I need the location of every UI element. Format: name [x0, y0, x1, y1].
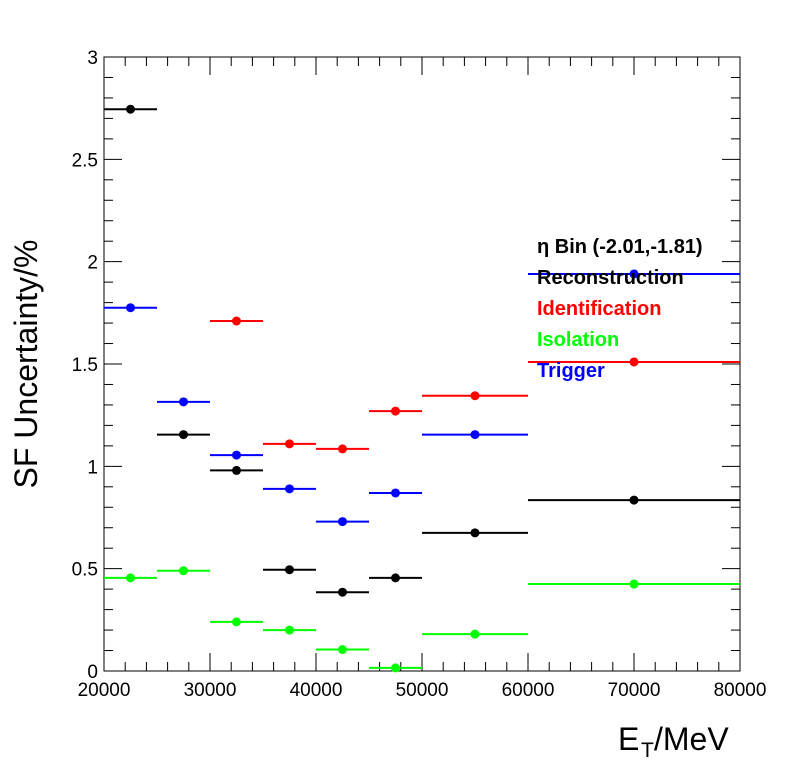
isolation-point	[232, 617, 241, 627]
y-tick-label: 2.5	[72, 150, 98, 171]
y-tick-label: 0	[87, 662, 98, 683]
x-tick-label: 80000	[714, 680, 767, 701]
identification-point	[391, 406, 400, 416]
y-tick-label: 2	[87, 253, 98, 274]
legend-entry-reconstruction: Reconstruction	[537, 267, 684, 289]
x-tick-label: 40000	[290, 680, 343, 701]
identification-point	[232, 316, 241, 326]
x-axis-title-main: E	[618, 721, 639, 757]
x-axis-title: E T /MeV	[618, 721, 729, 762]
identification-point	[338, 444, 347, 454]
trigger-point	[338, 517, 347, 527]
isolation-point	[629, 579, 639, 589]
reconstruction-point	[470, 528, 480, 538]
legend-entry-trigger: Trigger	[537, 360, 605, 382]
reconstruction-point	[338, 587, 347, 597]
isolation-point	[126, 573, 135, 583]
legend-entry-isolation: Isolation	[537, 329, 619, 351]
x-tick-label: 20000	[78, 680, 131, 701]
plot-frame	[103, 56, 741, 672]
identification-point	[629, 357, 639, 367]
x-axis-title-subscript: T	[641, 739, 654, 762]
trigger-point	[470, 430, 480, 440]
data-marks	[104, 104, 740, 673]
isolation-point	[338, 645, 347, 655]
legend-entry-identification: Identification	[537, 298, 661, 320]
isolation-point	[470, 629, 480, 639]
trigger-point	[232, 450, 241, 460]
axis-ticks	[103, 56, 741, 672]
x-tick-label: 70000	[608, 680, 661, 701]
reconstruction-point	[391, 573, 400, 583]
y-tick-label: 1.5	[72, 355, 98, 376]
x-tick-label: 30000	[184, 680, 237, 701]
x-tick-label: 60000	[502, 680, 555, 701]
legend-header: η Bin (-2.01,-1.81)	[537, 236, 703, 258]
y-axis-title: SF Uncertainty/%	[8, 240, 44, 489]
reconstruction-point	[232, 465, 241, 475]
identification-point	[285, 439, 294, 449]
reconstruction-point	[629, 495, 639, 505]
y-tick-label: 0.5	[72, 560, 98, 581]
isolation-point	[285, 625, 294, 635]
legend: η Bin (-2.01,-1.81) Reconstruction Ident…	[537, 236, 703, 382]
isolation-point	[179, 566, 188, 576]
trigger-point	[126, 303, 135, 313]
x-tick-label: 50000	[396, 680, 449, 701]
trigger-point	[179, 397, 188, 407]
reconstruction-point	[126, 104, 135, 114]
trigger-point	[391, 488, 400, 498]
isolation-point	[391, 663, 400, 673]
trigger-point	[285, 484, 294, 494]
trigger-point	[629, 269, 639, 279]
reconstruction-point	[179, 430, 188, 440]
y-tick-label: 1	[87, 457, 98, 478]
axis-tick-labels: 20000 30000 40000 50000 60000 70000 80000 0 0.5 1…	[72, 48, 767, 701]
x-axis-title-unit: /MeV	[654, 721, 729, 757]
reconstruction-point	[285, 565, 294, 575]
y-tick-label: 3	[87, 48, 98, 69]
identification-point	[470, 391, 480, 401]
